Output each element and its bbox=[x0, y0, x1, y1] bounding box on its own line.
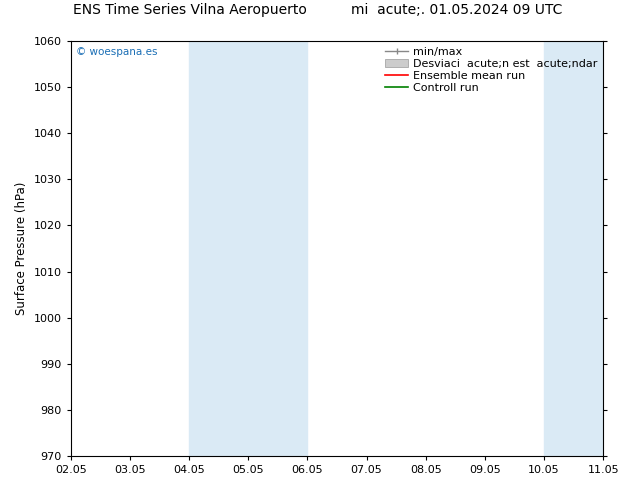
Text: ENS Time Series Vilna Aeropuerto: ENS Time Series Vilna Aeropuerto bbox=[74, 3, 307, 17]
Bar bbox=[189, 41, 307, 456]
Y-axis label: Surface Pressure (hPa): Surface Pressure (hPa) bbox=[15, 182, 28, 315]
Legend: min/max, Desviaci  acute;n est  acute;ndar, Ensemble mean run, Controll run: min/max, Desviaci acute;n est acute;ndar… bbox=[385, 47, 598, 93]
Bar bbox=[544, 41, 634, 456]
Text: mi  acute;. 01.05.2024 09 UTC: mi acute;. 01.05.2024 09 UTC bbox=[351, 3, 562, 17]
Text: © woespana.es: © woespana.es bbox=[76, 47, 157, 57]
